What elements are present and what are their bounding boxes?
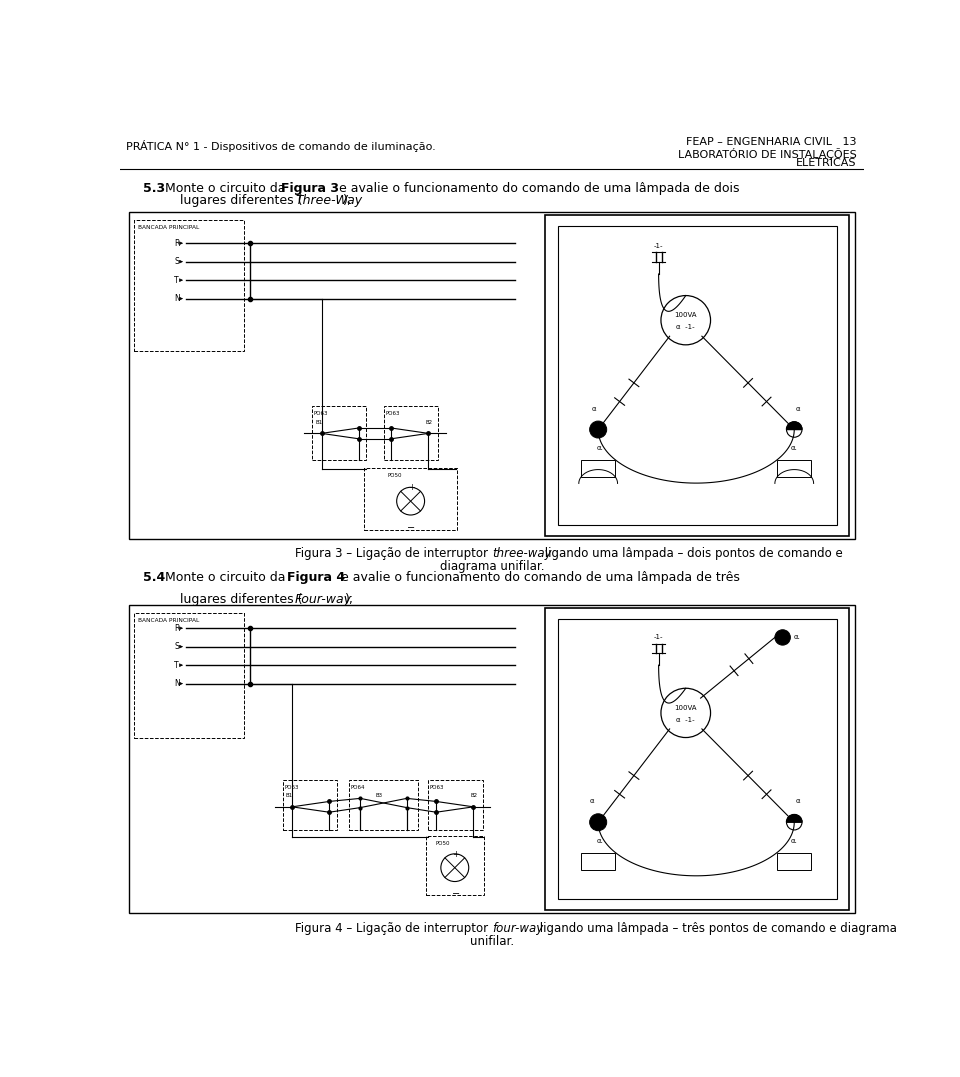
Text: B1: B1 — [286, 793, 293, 798]
Text: e avalie o funcionamento do comando de uma lâmpada de dois: e avalie o funcionamento do comando de u… — [335, 182, 740, 195]
Text: α  -1-: α -1- — [677, 717, 695, 723]
Text: 5.3: 5.3 — [143, 182, 170, 195]
Text: 5.4: 5.4 — [143, 571, 170, 584]
Text: LABORATÓRIO DE INSTALAÇÕES: LABORATÓRIO DE INSTALAÇÕES — [678, 148, 856, 159]
Bar — [364, 468, 457, 530]
Text: Monte o circuito da: Monte o circuito da — [165, 182, 290, 195]
Text: α: α — [796, 406, 801, 412]
Text: ligando uma lâmpada – dois pontos de comando e: ligando uma lâmpada – dois pontos de com… — [540, 547, 843, 560]
Text: ELETRICAS: ELETRICAS — [796, 158, 856, 168]
Text: PO50: PO50 — [388, 474, 402, 478]
Text: R: R — [175, 624, 180, 632]
Text: PO63: PO63 — [284, 784, 299, 789]
Bar — [134, 613, 244, 738]
Text: B1: B1 — [315, 420, 323, 424]
Text: B2: B2 — [470, 793, 477, 798]
Text: N: N — [175, 294, 180, 303]
Bar — [130, 605, 854, 913]
Text: PO50: PO50 — [436, 841, 450, 847]
Bar — [544, 215, 849, 535]
Text: );: ); — [344, 194, 352, 207]
Text: ligando uma lâmpada – três pontos de comando e diagrama: ligando uma lâmpada – três pontos de com… — [537, 922, 897, 935]
Text: α.: α. — [596, 445, 603, 451]
Text: +: + — [408, 484, 415, 492]
Text: α: α — [592, 406, 596, 412]
Text: T: T — [175, 660, 179, 670]
Text: α  -1-: α -1- — [677, 324, 695, 331]
Bar — [312, 406, 367, 460]
Text: FEAP – ENGENHARIA CIVIL   13: FEAP – ENGENHARIA CIVIL 13 — [685, 137, 856, 146]
Bar — [348, 780, 419, 830]
Bar — [426, 836, 484, 895]
Text: PO63: PO63 — [430, 784, 444, 789]
Bar — [428, 780, 483, 830]
Text: α.: α. — [791, 445, 798, 451]
Text: R: R — [175, 239, 180, 248]
Text: Three-Way: Three-Way — [296, 194, 363, 207]
Bar — [130, 212, 854, 538]
Text: Figura 3 – Ligação de interruptor: Figura 3 – Ligação de interruptor — [296, 547, 492, 560]
Text: BANCADA PRINCIPAL: BANCADA PRINCIPAL — [138, 618, 199, 624]
Text: PRÁTICA N° 1 - Dispositivos de comando de iluminação.: PRÁTICA N° 1 - Dispositivos de comando d… — [126, 140, 436, 152]
Text: α.: α. — [794, 634, 801, 641]
Text: BANCADA PRINCIPAL: BANCADA PRINCIPAL — [138, 225, 199, 230]
Wedge shape — [786, 814, 802, 822]
Text: Figura 3: Figura 3 — [281, 182, 339, 195]
Wedge shape — [786, 422, 802, 430]
Text: PO63: PO63 — [385, 411, 399, 416]
Text: );: ); — [345, 592, 354, 605]
Bar — [544, 609, 849, 910]
Circle shape — [775, 630, 790, 645]
Bar — [383, 406, 438, 460]
Text: unifilar.: unifilar. — [470, 935, 514, 948]
Text: 100VA: 100VA — [675, 312, 697, 318]
Bar — [558, 619, 837, 899]
Bar — [778, 460, 811, 477]
Text: PO64: PO64 — [350, 784, 365, 789]
Bar — [581, 460, 615, 477]
Bar — [558, 226, 837, 524]
Text: −: − — [451, 890, 460, 899]
Text: N: N — [175, 680, 180, 688]
Text: -1-: -1- — [654, 634, 663, 641]
Text: α.: α. — [596, 838, 603, 843]
Text: α: α — [589, 798, 594, 803]
Text: e avalie o funcionamento do comando de uma lâmpada de três: e avalie o funcionamento do comando de u… — [337, 571, 740, 584]
Text: S: S — [175, 257, 179, 266]
Bar — [581, 853, 615, 870]
Text: T: T — [175, 276, 179, 284]
Text: -1-: -1- — [654, 243, 663, 249]
Text: Figura 4 – Ligação de interruptor: Figura 4 – Ligação de interruptor — [295, 922, 492, 935]
Text: Monte o circuito da: Monte o circuito da — [165, 571, 290, 584]
Text: Figura 4: Figura 4 — [287, 571, 345, 584]
Text: four-way: four-way — [492, 922, 543, 935]
Text: lugares diferentes (: lugares diferentes ( — [180, 194, 303, 207]
Circle shape — [589, 814, 607, 830]
Text: B2: B2 — [425, 420, 432, 424]
Text: lugares diferentes (: lugares diferentes ( — [180, 592, 303, 605]
Text: diagrama unifilar.: diagrama unifilar. — [440, 560, 544, 573]
Text: PO63: PO63 — [314, 411, 328, 416]
Circle shape — [589, 421, 607, 438]
Text: α: α — [796, 798, 801, 803]
Text: 100VA: 100VA — [675, 704, 697, 711]
Bar — [778, 853, 811, 870]
Text: α.: α. — [791, 838, 798, 843]
Text: +: + — [452, 850, 459, 859]
Bar — [283, 780, 337, 830]
Bar — [134, 220, 244, 351]
Text: three-way: three-way — [492, 547, 552, 560]
Text: S: S — [175, 642, 179, 652]
Text: B3: B3 — [375, 793, 383, 798]
Text: −: − — [407, 522, 416, 533]
Text: Four-way: Four-way — [295, 592, 352, 605]
